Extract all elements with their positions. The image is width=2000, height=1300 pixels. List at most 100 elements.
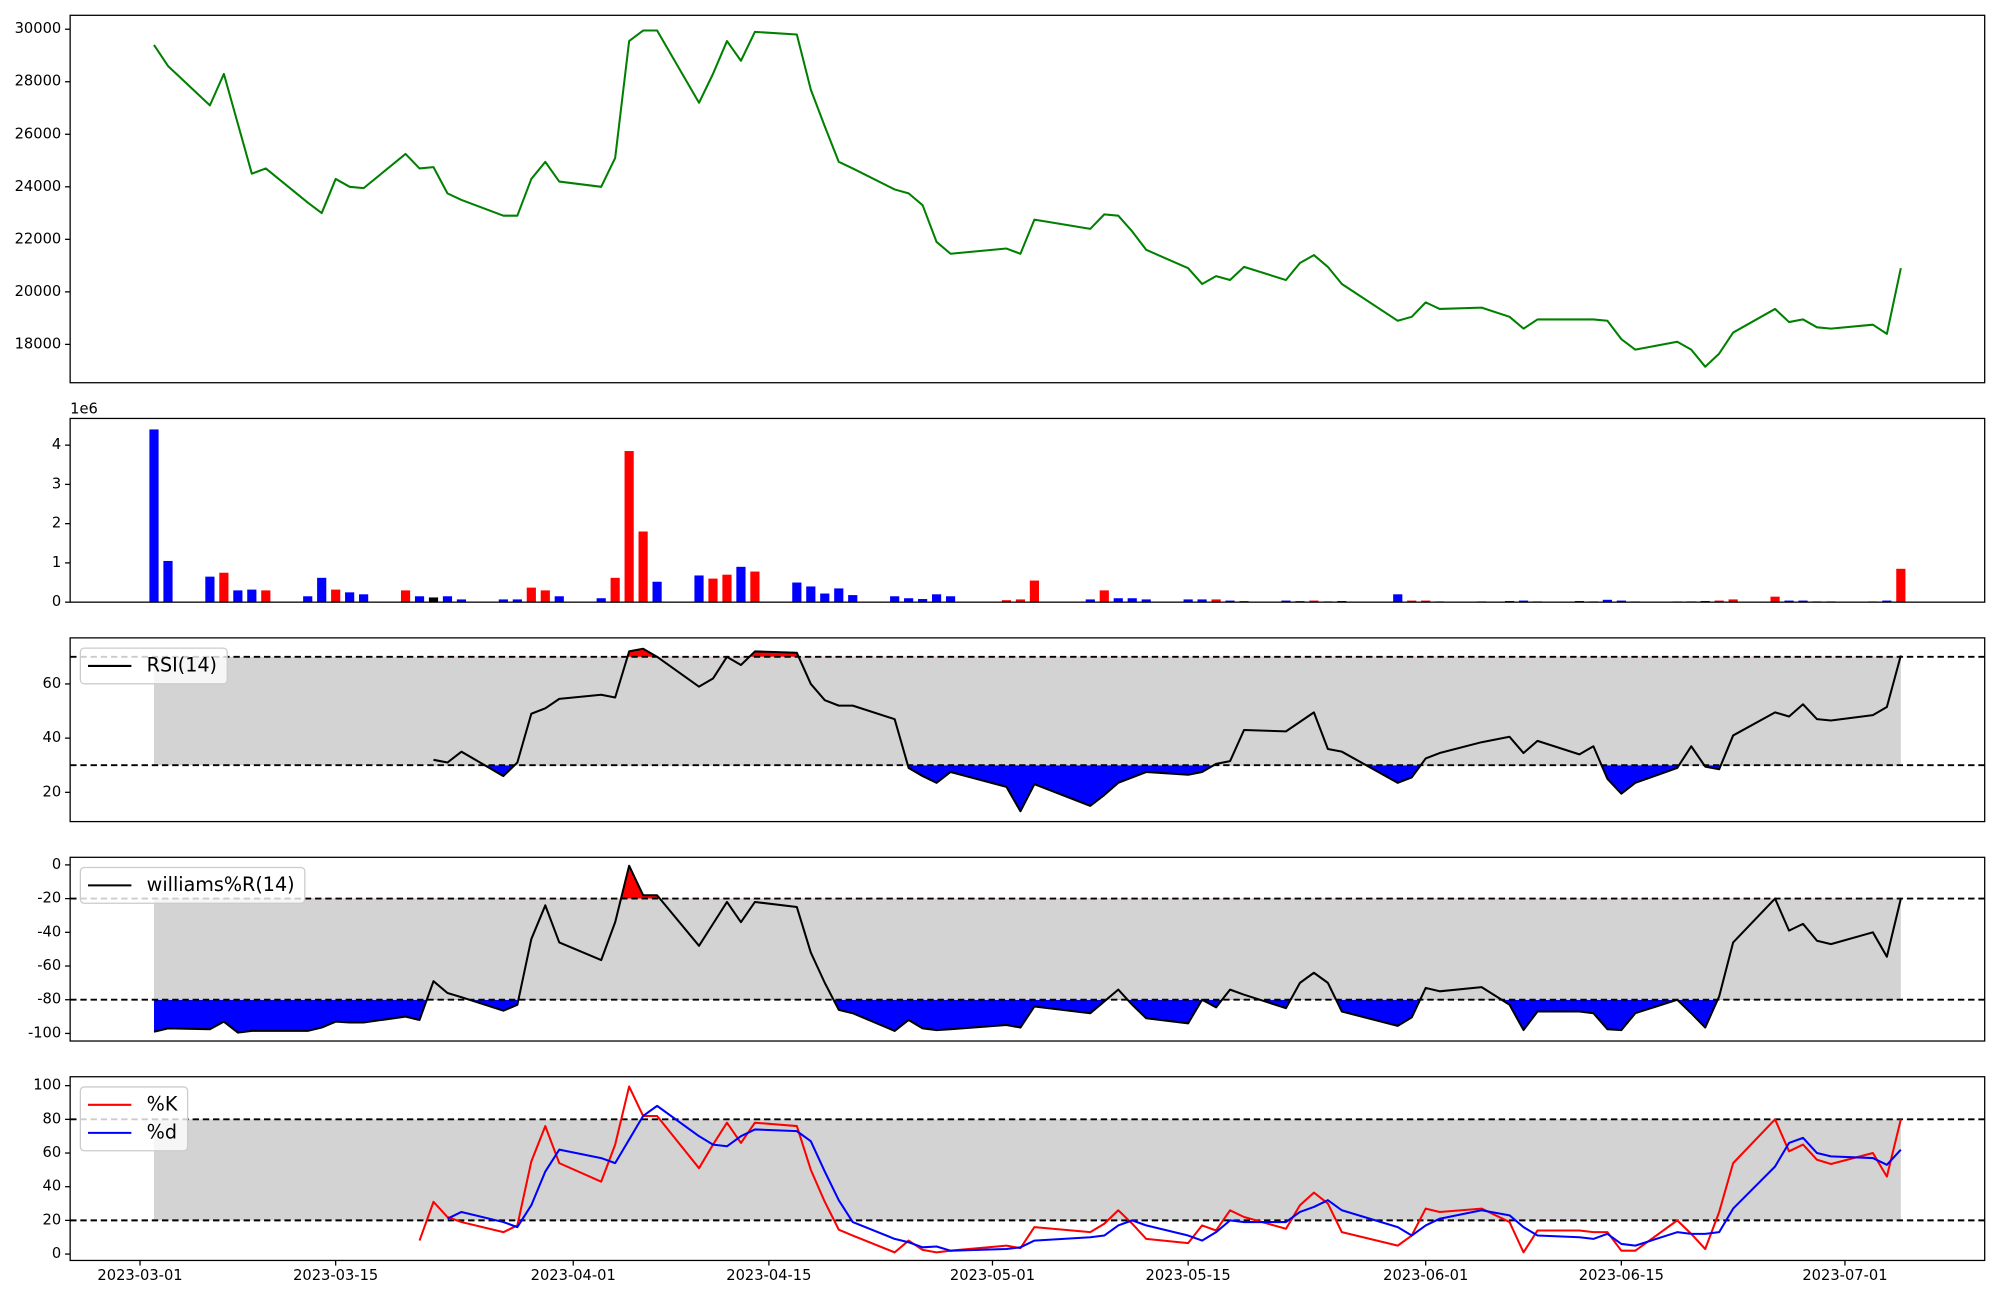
- bar: [820, 593, 830, 603]
- panel: -100 -80 -60 -40 -20 0 williams%R(14): [28, 856, 1986, 1042]
- x-tick-label: 2023-06-01: [1383, 1267, 1468, 1284]
- panel: 20 40 60 RSI(14): [43, 637, 1986, 823]
- legend-box: [79, 647, 228, 685]
- bar: [1211, 599, 1221, 603]
- bar: [317, 577, 327, 603]
- bar: [233, 590, 243, 603]
- band: [154, 898, 1901, 1000]
- y-tick-label: 24000: [15, 178, 62, 195]
- y-tick-label: 40: [43, 1178, 62, 1195]
- bar: [750, 571, 760, 603]
- bar: [359, 594, 369, 603]
- bar: [610, 577, 620, 603]
- y-tick-label: 20: [43, 783, 62, 800]
- bar: [848, 595, 858, 603]
- bar: [1393, 594, 1403, 603]
- bar: [442, 596, 453, 603]
- bar: [1113, 598, 1123, 603]
- y-tick-label: -100: [28, 1024, 61, 1041]
- y-tick-label: 80: [43, 1110, 62, 1127]
- y-tick-label: 40: [43, 729, 62, 746]
- y-tick-label: 100: [33, 1077, 61, 1094]
- bar: [722, 574, 732, 603]
- panel: 0 1 2 3 4 1e6: [52, 401, 1986, 610]
- x-tick-label: 2023-07-01: [1802, 1267, 1887, 1284]
- panel: 0 20 40 60 80 100 2023-03-01 2023-03-15 2023-04-…: [33, 1076, 1986, 1284]
- bar: [526, 587, 536, 603]
- y-tick-label: 0: [52, 856, 61, 873]
- y-tick-label: 28000: [15, 73, 62, 90]
- bar: [1099, 590, 1109, 603]
- bar: [945, 596, 956, 603]
- y-tick-label: 20: [43, 1211, 62, 1228]
- bar: [554, 596, 564, 603]
- bar: [1896, 568, 1906, 603]
- y-tick-label: 30000: [15, 20, 62, 37]
- axes-frame: [69, 1076, 1986, 1262]
- y-tick-label: 22000: [15, 230, 62, 247]
- bar: [1127, 598, 1137, 603]
- axes-frame: [69, 14, 1986, 384]
- bar: [345, 592, 355, 603]
- legend: %K %d: [79, 1086, 189, 1152]
- bar: [694, 575, 704, 603]
- x-tick-label: 2023-04-15: [726, 1267, 811, 1284]
- y-tick-label: -80: [37, 991, 61, 1008]
- y-tick-label: 0: [52, 593, 61, 610]
- bar: [918, 599, 928, 603]
- legend-box: [79, 866, 306, 904]
- offset-label: 1e6: [70, 401, 98, 418]
- bar: [736, 566, 746, 603]
- bar: [205, 576, 215, 603]
- bar: [1407, 600, 1417, 603]
- bar: [1882, 600, 1892, 603]
- bar: [1141, 599, 1151, 603]
- bar: [834, 588, 844, 603]
- bar: [247, 589, 257, 603]
- bar: [1798, 600, 1808, 603]
- legend: RSI(14): [79, 647, 228, 685]
- bar: [331, 589, 341, 603]
- bar: [219, 572, 229, 603]
- y-tick-label: -20: [37, 890, 61, 907]
- y-tick-label: 2: [52, 515, 61, 532]
- x-tick-label: 2023-05-15: [1146, 1267, 1231, 1284]
- y-tick-label: 4: [52, 436, 61, 453]
- bar: [708, 578, 718, 603]
- y-tick-label: -60: [37, 957, 61, 974]
- y-tick-label: -40: [37, 923, 61, 940]
- legend-label: RSI(14): [147, 653, 217, 676]
- bar: [149, 429, 159, 603]
- bar: [414, 596, 425, 603]
- bar: [1029, 580, 1040, 603]
- bar: [540, 590, 550, 603]
- bar: [261, 590, 271, 603]
- y-tick-label: 60: [43, 675, 62, 692]
- bar: [498, 599, 508, 603]
- y-tick-label: 0: [52, 1245, 61, 1262]
- bar: [1770, 596, 1780, 603]
- y-tick-label: 18000: [15, 335, 62, 352]
- legend-box: [79, 1086, 189, 1152]
- bar: [1421, 600, 1431, 603]
- bar: [1197, 599, 1207, 603]
- bar: [1281, 600, 1291, 603]
- panel: 18000 20000 22000 24000 26000 28000 30000: [15, 14, 1986, 384]
- legend: williams%R(14): [79, 866, 306, 904]
- x-tick-label: 2023-04-01: [531, 1267, 616, 1284]
- bar: [890, 596, 900, 603]
- bar: [303, 596, 313, 603]
- bar: [1085, 599, 1095, 603]
- bar: [624, 451, 634, 603]
- bar: [1714, 600, 1724, 603]
- series-line: [153, 864, 1902, 1034]
- bar: [1784, 600, 1794, 603]
- bar: [652, 581, 662, 603]
- bar: [638, 531, 648, 603]
- x-tick-label: 2023-06-15: [1579, 1267, 1664, 1284]
- bar: [163, 560, 173, 603]
- bar: [1728, 599, 1738, 603]
- legend-label: williams%R(14): [147, 873, 295, 896]
